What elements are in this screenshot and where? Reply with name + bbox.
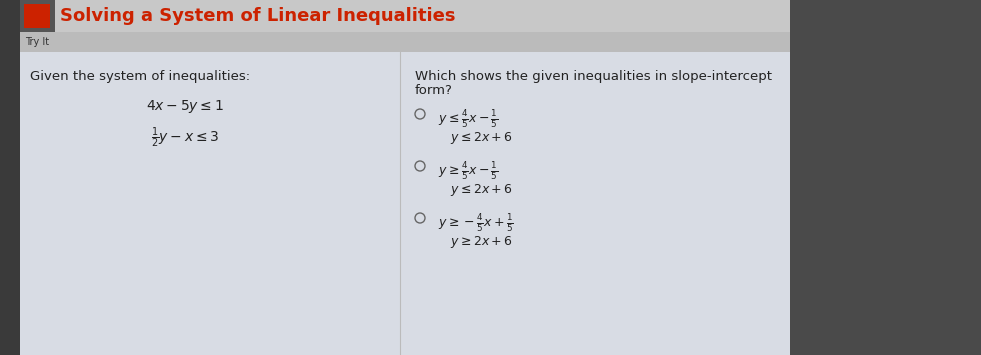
Text: $y \leq 2x + 6$: $y \leq 2x + 6$ [450,130,513,146]
Text: $y \leq 2x + 6$: $y \leq 2x + 6$ [450,182,513,198]
Text: Given the system of inequalities:: Given the system of inequalities: [30,70,250,83]
Text: Try It: Try It [25,37,49,47]
FancyBboxPatch shape [20,32,790,52]
Text: $y \leq \frac{4}{5}x - \frac{1}{5}$: $y \leq \frac{4}{5}x - \frac{1}{5}$ [438,108,498,130]
FancyBboxPatch shape [24,4,50,28]
FancyBboxPatch shape [20,0,790,32]
Text: Solving a System of Linear Inequalities: Solving a System of Linear Inequalities [60,7,455,25]
Text: Which shows the given inequalities in slope-intercept: Which shows the given inequalities in sl… [415,70,772,83]
FancyBboxPatch shape [20,0,55,32]
FancyBboxPatch shape [0,0,20,355]
Text: form?: form? [415,84,453,97]
FancyBboxPatch shape [20,52,790,355]
Text: $\frac{1}{2}y - x \leq 3$: $\frac{1}{2}y - x \leq 3$ [151,126,219,150]
Text: $4x - 5y \leq 1$: $4x - 5y \leq 1$ [146,98,224,115]
Text: $y \geq -\frac{4}{5}x + \frac{1}{5}$: $y \geq -\frac{4}{5}x + \frac{1}{5}$ [438,212,514,234]
Text: $y \geq \frac{4}{5}x - \frac{1}{5}$: $y \geq \frac{4}{5}x - \frac{1}{5}$ [438,160,498,182]
Text: $y \geq 2x + 6$: $y \geq 2x + 6$ [450,234,513,250]
